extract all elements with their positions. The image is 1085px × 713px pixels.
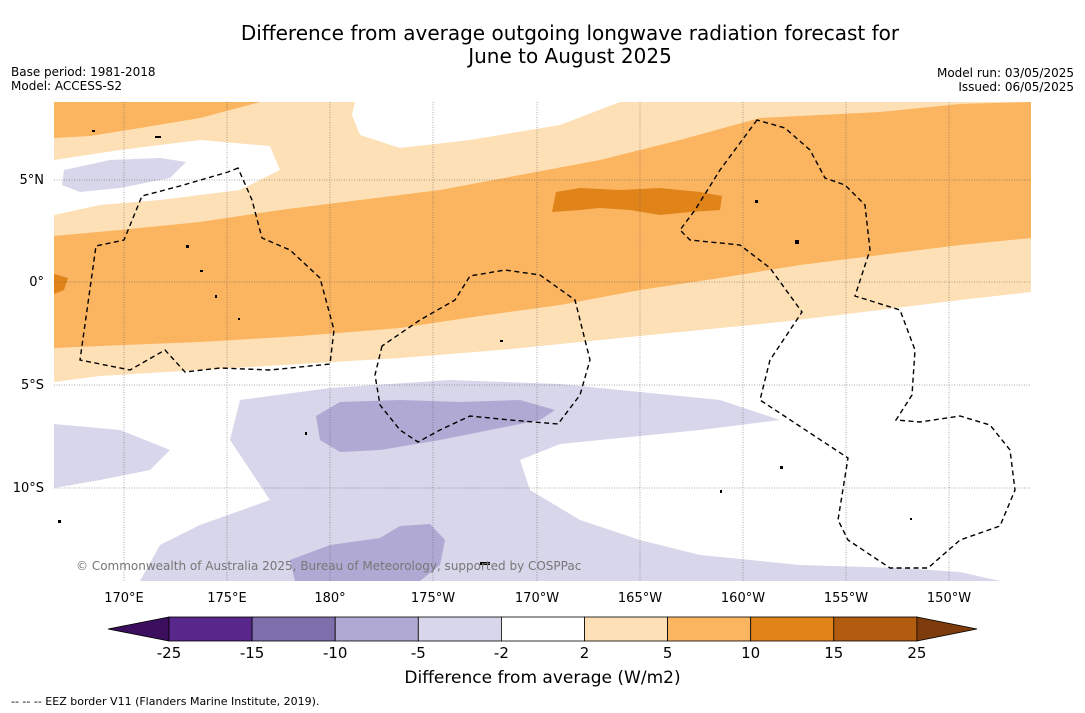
anomaly-medium-purple-south (290, 524, 445, 581)
map-title: Difference from average outgoing longwav… (150, 22, 990, 68)
model-run: Model run: 03/05/2025 (936, 66, 1074, 80)
colorbar-segment (168, 616, 253, 642)
colorbar-tick-label: 15 (824, 644, 843, 662)
colorbar-segment (584, 616, 668, 642)
lon-label: 175°E (207, 591, 247, 606)
anomaly-dark-orange-edge (54, 274, 68, 294)
colorbar-segment (500, 616, 585, 642)
colorbar-segment (251, 616, 336, 642)
lon-label: 180° (314, 591, 345, 606)
colorbar-tick-label: 10 (741, 644, 760, 662)
anomaly-orange-band (54, 102, 1031, 348)
copyright-notice: © Commonwealth of Australia 2025, Bureau… (76, 559, 581, 573)
anomaly-white-north-2 (352, 102, 620, 148)
colorbar-segment (334, 616, 419, 642)
colorbar-extend-high (916, 616, 978, 642)
colorbar-segment (750, 616, 835, 642)
plot-area: © Commonwealth of Australia 2025, Bureau… (54, 102, 1031, 581)
latitude-labels: 5°N 0° 5°S 10°S (13, 173, 44, 496)
colorbar-tick-label: 25 (907, 644, 926, 662)
colorbar-title: Difference from average (W/m2) (404, 668, 681, 688)
colorbar-tick-label: 5 (663, 644, 673, 662)
title-line-2: June to August 2025 (468, 44, 672, 68)
anomaly-light-purple-region (54, 424, 170, 488)
title-line-1: Difference from average outgoing longwav… (240, 21, 900, 45)
lon-label: 150°W (927, 591, 971, 606)
meta-right: Model run: 03/05/2025 Issued: 06/05/2025 (937, 66, 1074, 94)
colorbar-extend-low (107, 616, 170, 642)
anomaly-medium-purple-patch (316, 400, 555, 452)
meta-left: Base period: 1981-2018 Model: ACCESS-S2 (11, 65, 156, 93)
colorbar-segment (667, 616, 752, 642)
colorbar-tick-label: -10 (323, 644, 348, 662)
lat-label: 5°S (21, 378, 44, 393)
colorbar-tick-label: -25 (157, 644, 182, 662)
colorbar-tick-label: 2 (580, 644, 590, 662)
colorbar-tick-label: -5 (411, 644, 426, 662)
lon-label: 165°W (618, 591, 662, 606)
eez-borders (79, 119, 1016, 569)
longitude-labels: 170°E 175°E 180° 175°W 170°W 165°W 160°W… (104, 591, 971, 606)
lon-label: 175°W (411, 591, 455, 606)
lon-label: 170°W (515, 591, 559, 606)
colorbar-tick-label: -15 (240, 644, 265, 662)
colorbar: -25 -15 -10 -5 -2 2 5 10 15 25 (107, 616, 978, 662)
colorbar-segment (833, 616, 918, 642)
lon-label: 155°W (824, 591, 868, 606)
issued-date: Issued: 06/05/2025 (958, 80, 1074, 94)
colorbar-tick-label: -2 (494, 644, 509, 662)
model-name: Model: ACCESS-S2 (11, 79, 123, 93)
lat-label: 10°S (13, 481, 44, 496)
eez-legend: -- -- -- EEZ border V11 (Flanders Marine… (11, 695, 320, 708)
lon-label: 170°E (104, 591, 144, 606)
island-markers (58, 130, 912, 565)
anomaly-orange-top-left (54, 102, 260, 138)
colorbar-segment (417, 616, 502, 642)
base-period: Base period: 1981-2018 (11, 65, 156, 79)
lat-label: 0° (29, 275, 44, 290)
lat-label: 5°N (20, 173, 45, 188)
lon-label: 160°W (721, 591, 765, 606)
gridlines (54, 102, 1031, 581)
anomaly-dark-orange-patch (552, 188, 722, 215)
